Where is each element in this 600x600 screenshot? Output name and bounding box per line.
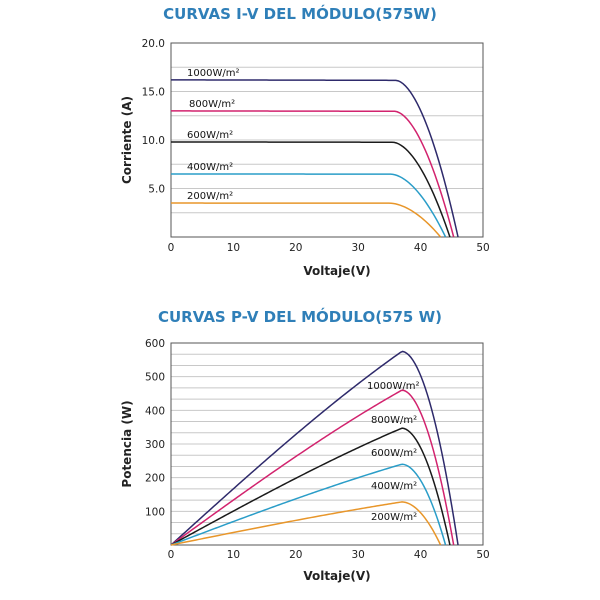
iv-x-tick-label: 0	[168, 242, 175, 254]
iv-series-label: 600W/m²	[187, 130, 233, 141]
iv-x-tick-label: 30	[352, 242, 365, 254]
iv-x-axis-label: Voltaje(V)	[303, 264, 370, 278]
iv-y-tick-label: 5.0	[148, 184, 165, 196]
iv-series-line	[171, 202, 442, 238]
pv-y-tick-label: 600	[145, 338, 165, 350]
pv-series-label: 800W/m²	[371, 415, 417, 426]
pv-series-label: 200W/m²	[371, 512, 417, 523]
pv-y-tick-label: 300	[145, 439, 165, 451]
pv-y-tick-label: 100	[145, 506, 165, 518]
iv-x-tick-label: 20	[289, 242, 302, 254]
pv-x-tick-label: 40	[414, 549, 427, 561]
pv-series-line	[170, 427, 451, 546]
pv-series-line	[170, 501, 442, 546]
pv-series-line	[170, 350, 459, 546]
pv-x-tick-label: 0	[168, 549, 175, 561]
iv-x-tick-label: 40	[414, 242, 427, 254]
iv-plot-frame	[170, 42, 484, 238]
pv-series-line	[170, 389, 455, 546]
iv-series-line	[171, 173, 447, 238]
iv-x-tick-label: 50	[476, 242, 489, 254]
pv-series-label: 400W/m²	[371, 481, 417, 492]
pv-x-tick-label: 20	[289, 549, 302, 561]
pv-series-label: 1000W/m²	[367, 381, 419, 392]
pv-x-tick-label: 10	[227, 549, 240, 561]
pv-series-line	[170, 463, 447, 546]
iv-series-label: 1000W/m²	[187, 68, 239, 79]
pv-y-tick-label: 200	[145, 473, 165, 485]
pv-x-tick-label: 50	[476, 549, 489, 561]
iv-series-label: 400W/m²	[187, 162, 233, 173]
pv-x-tick-label: 30	[352, 549, 365, 561]
iv-x-tick-label: 10	[227, 242, 240, 254]
pv-y-tick-label: 500	[145, 372, 165, 384]
iv-y-tick-label: 10.0	[142, 135, 165, 147]
pv-x-axis-label: Voltaje(V)	[303, 569, 370, 583]
pv-series-label: 600W/m²	[371, 448, 417, 459]
iv-y-tick-label: 20.0	[142, 38, 165, 50]
iv-series-label: 800W/m²	[189, 99, 235, 110]
pv-y-tick-label: 400	[145, 405, 165, 417]
pv-chart-title: CURVAS P-V DEL MÓDULO(575 W)	[157, 308, 442, 326]
iv-y-tick-label: 15.0	[142, 87, 165, 99]
iv-series-line	[170, 79, 459, 238]
pv-y-axis-label: Potencia (W)	[120, 400, 134, 487]
iv-series-label: 200W/m²	[187, 191, 233, 202]
pv-plot-frame	[170, 342, 484, 546]
iv-chart-title: CURVAS I-V DEL MÓDULO(575W)	[163, 5, 437, 23]
iv-y-axis-label: Corriente (A)	[120, 96, 134, 184]
iv-series-line	[171, 141, 451, 238]
iv-series-line	[171, 110, 455, 238]
